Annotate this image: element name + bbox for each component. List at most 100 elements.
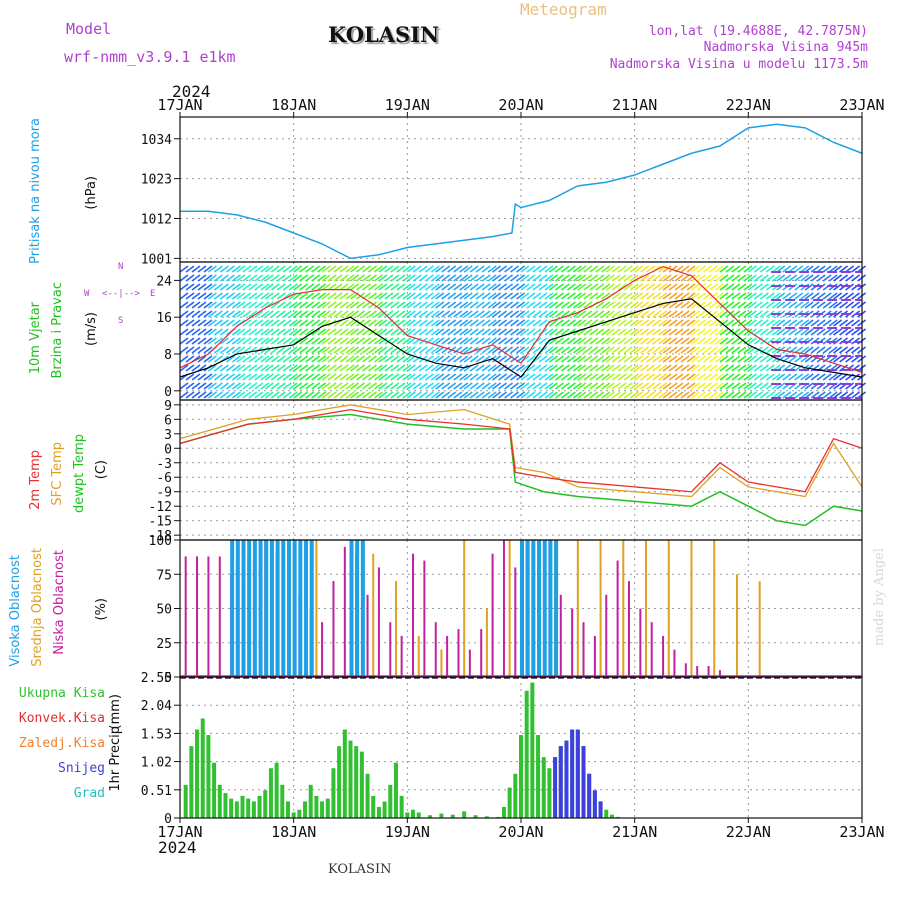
wind-barb <box>481 265 491 273</box>
wind-barb <box>197 283 207 291</box>
wind-barb <box>402 301 412 309</box>
wind-barb <box>560 373 570 381</box>
wind-barb <box>634 292 644 300</box>
wind-barb <box>548 310 558 318</box>
wind-barb <box>350 364 359 372</box>
wind-barb <box>463 373 473 381</box>
y-tick-label: 6 <box>164 413 172 428</box>
wind-barb <box>197 301 207 309</box>
wind-barb <box>378 283 388 291</box>
wind-barb <box>504 364 514 372</box>
wind-barb <box>743 373 753 381</box>
wind-barb <box>339 310 349 318</box>
wind-barb <box>311 319 321 327</box>
wind-barb <box>611 391 621 399</box>
cloud-bar <box>304 540 309 677</box>
wind-barb <box>339 319 349 327</box>
wind-barb <box>828 328 838 336</box>
wind-barb <box>418 391 428 399</box>
wind-barb <box>804 283 814 291</box>
y-tick-label: -15 <box>149 515 172 530</box>
wind-barb <box>686 373 696 381</box>
wind-barb <box>231 391 241 399</box>
wind-barb <box>554 391 564 399</box>
wind-barb <box>504 346 514 354</box>
cloud-bar <box>673 649 676 677</box>
wind-barb <box>384 355 394 363</box>
y-tick-label: 0 <box>164 671 172 686</box>
wind-barb <box>526 337 536 345</box>
precip-bar <box>553 757 558 818</box>
wind-barb <box>219 337 229 345</box>
wind-barb <box>321 274 331 282</box>
wind-barb <box>396 319 406 327</box>
wind-barb <box>544 373 554 381</box>
wind-barb <box>680 301 690 309</box>
precip-bar <box>229 798 234 818</box>
wind-barb <box>680 310 690 318</box>
wind-barb <box>435 382 445 390</box>
cloud-bar <box>616 560 619 677</box>
wind-barb <box>617 364 627 372</box>
wind-barb <box>390 265 400 273</box>
wind-barb <box>680 364 690 372</box>
wind-barb <box>605 364 615 372</box>
wind-barb <box>601 346 611 354</box>
wind-barb <box>276 292 286 300</box>
wind-barb <box>674 274 684 282</box>
wind-barb <box>374 310 383 318</box>
wind-barb <box>378 301 388 309</box>
wind-barb <box>299 319 309 327</box>
wind-barb <box>662 310 672 318</box>
wind-barb <box>589 355 599 363</box>
wind-barb <box>293 382 303 390</box>
wind-barb <box>532 391 542 399</box>
wind-band <box>719 265 753 399</box>
cloud-bar <box>548 540 553 677</box>
wind-barb <box>362 346 371 354</box>
wind-barb <box>492 283 502 291</box>
wind-barb <box>459 355 469 363</box>
wind-barb <box>463 283 473 291</box>
wind-barb <box>566 283 576 291</box>
wind-barb <box>510 283 520 291</box>
wind-barb <box>374 301 383 309</box>
wind-barb <box>697 292 706 300</box>
wind-barb <box>788 382 798 390</box>
wind-barb <box>833 283 843 291</box>
wind-barb <box>469 382 479 390</box>
wind-barb <box>345 391 355 399</box>
precip-bar <box>541 757 546 818</box>
wind-barb <box>356 364 365 372</box>
wind-barb <box>794 265 804 273</box>
wind-barb <box>623 373 633 381</box>
wind-barb <box>248 292 258 300</box>
wind-barb <box>350 355 359 363</box>
wind-barb <box>276 265 286 273</box>
wind-barb <box>430 319 440 327</box>
wind-barb <box>646 373 656 381</box>
wind-barb <box>475 382 485 390</box>
x-tick-label-bottom: 17JAN <box>157 823 202 841</box>
wind-barb <box>691 292 700 300</box>
precip-bar <box>268 768 273 818</box>
wind-barb <box>424 364 434 372</box>
cloud-bar <box>446 635 449 677</box>
cloud-bar <box>520 540 524 677</box>
precip-bar <box>274 762 279 818</box>
y-tick-label: 16 <box>156 311 172 326</box>
wind-barb <box>611 373 621 381</box>
wind-barb <box>179 391 189 399</box>
wind-barb <box>179 283 189 291</box>
wind-barb <box>236 382 246 390</box>
wind-barb <box>674 391 684 399</box>
wind-barb <box>236 310 246 318</box>
wind-barb <box>219 364 229 372</box>
x-tick-label-top: 18JAN <box>271 96 316 114</box>
wind-barb <box>317 274 327 282</box>
wind-barb <box>737 373 747 381</box>
wind-barb <box>703 373 712 381</box>
wind-barb <box>469 319 479 327</box>
wind-barb <box>538 391 548 399</box>
wind-barb <box>487 382 497 390</box>
